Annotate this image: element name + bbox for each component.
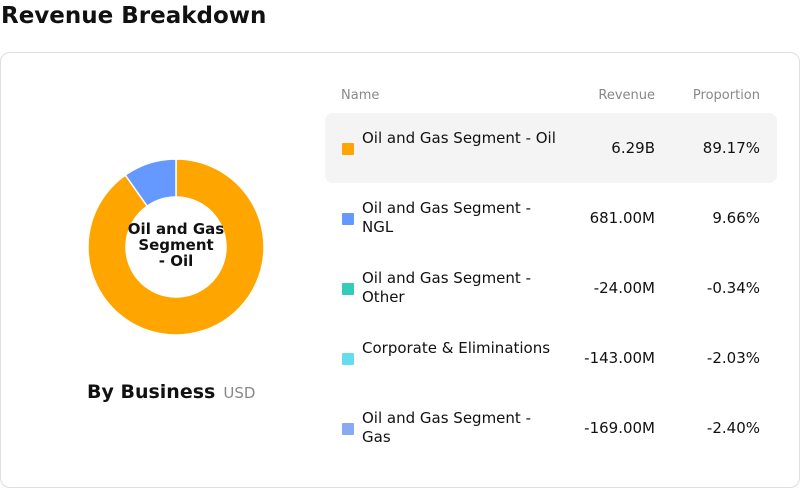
segment-proportion: 9.66% xyxy=(712,209,760,227)
segment-row-corporate[interactable]: Corporate & Eliminations -143.00M -2.03% xyxy=(325,323,777,393)
donut-chart: Oil and Gas Segment - Oil xyxy=(87,158,265,336)
legend-swatch xyxy=(342,213,354,225)
donut-slice-oil-and-gas-segment-oil[interactable] xyxy=(87,158,265,336)
segment-row-other[interactable]: Oil and Gas Segment - Other -24.00M -0.3… xyxy=(325,253,777,323)
segment-row-ngl[interactable]: Oil and Gas Segment - NGL 681.00M 9.66% xyxy=(325,183,777,253)
legend-swatch xyxy=(342,353,354,365)
segment-proportion: -2.40% xyxy=(706,419,760,437)
segment-row-oil[interactable]: Oil and Gas Segment - Oil 6.29B 89.17% xyxy=(325,113,777,183)
legend-swatch xyxy=(342,423,354,435)
panel-caption: By Business USD xyxy=(87,381,255,403)
segment-name: Oil and Gas Segment - Other xyxy=(362,269,531,306)
legend-swatch xyxy=(342,283,354,295)
segment-revenue: -24.00M xyxy=(593,279,655,297)
segment-revenue: 6.29B xyxy=(611,139,655,157)
segment-name: Oil and Gas Segment - Oil xyxy=(362,129,556,147)
header-name: Name xyxy=(341,88,380,103)
segment-name: Corporate & Eliminations xyxy=(362,339,551,357)
currency-unit: USD xyxy=(223,384,256,402)
donut-center-line-1: Oil and Gas xyxy=(127,221,225,238)
segment-name: Oil and Gas Segment - NGL xyxy=(362,199,531,236)
segment-revenue: -169.00M xyxy=(584,419,655,437)
donut-chart-svg xyxy=(87,158,265,336)
header-revenue: Revenue xyxy=(598,88,655,103)
table-header: Name Revenue Proportion xyxy=(341,88,761,106)
header-proportion: Proportion xyxy=(692,88,760,103)
donut-center-line-2: Segment xyxy=(138,236,214,254)
donut-center-label: Oil and Gas Segment - Oil xyxy=(127,221,225,277)
legend-swatch xyxy=(342,143,354,155)
segment-name: Oil and Gas Segment - Gas xyxy=(362,409,531,446)
segment-proportion: -2.03% xyxy=(706,349,760,367)
donut-slice-oil-and-gas-segment-ngl[interactable] xyxy=(124,158,177,208)
revenue-breakdown-card: Oil and Gas Segment - Oil By Business US… xyxy=(0,52,800,488)
segment-row-gas[interactable]: Oil and Gas Segment - Gas -169.00M -2.40… xyxy=(325,393,777,463)
segment-revenue: 681.00M xyxy=(589,209,655,227)
panel-title: By Business xyxy=(87,381,216,403)
donut-center-line-3: - Oil xyxy=(158,252,194,270)
page-title: Revenue Breakdown xyxy=(1,3,267,29)
segment-list: Oil and Gas Segment - Oil 6.29B 89.17% O… xyxy=(325,113,777,463)
segment-proportion: 89.17% xyxy=(702,139,760,157)
segment-revenue: -143.00M xyxy=(584,349,655,367)
segment-proportion: -0.34% xyxy=(706,279,760,297)
